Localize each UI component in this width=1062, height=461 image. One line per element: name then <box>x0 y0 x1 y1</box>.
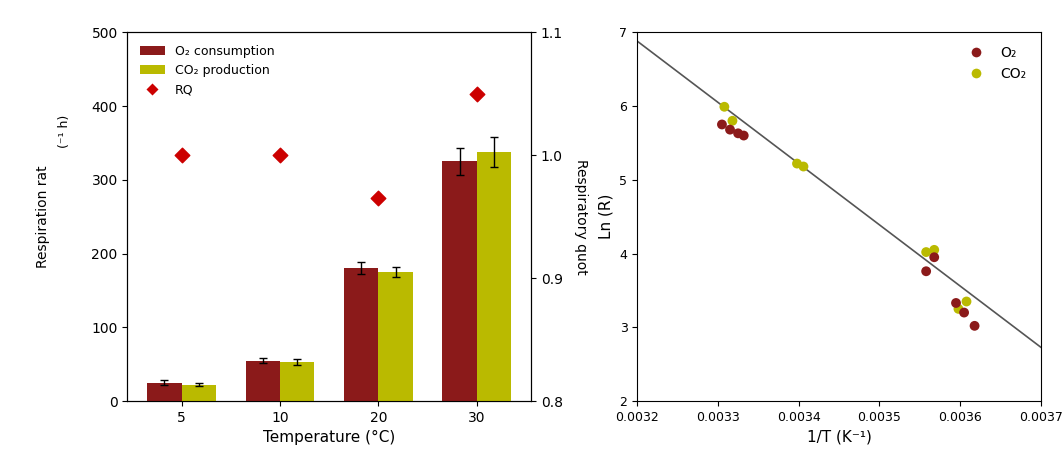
Bar <box>344 268 378 401</box>
X-axis label: 1/T (K⁻¹): 1/T (K⁻¹) <box>806 429 872 444</box>
Bar <box>280 362 314 401</box>
Bar <box>148 383 182 401</box>
Point <box>468 90 485 97</box>
Point <box>956 309 973 316</box>
X-axis label: Temperature (°C): Temperature (°C) <box>263 431 395 445</box>
Bar <box>182 385 216 401</box>
Y-axis label: Ln (R): Ln (R) <box>599 194 614 239</box>
Bar <box>245 361 280 401</box>
Point <box>795 163 812 170</box>
Point <box>272 152 289 159</box>
Point <box>735 132 752 139</box>
Bar <box>477 152 511 401</box>
Point <box>918 248 935 256</box>
Bar <box>443 161 477 401</box>
Bar <box>378 272 413 401</box>
Point <box>958 298 975 305</box>
Point <box>926 246 943 254</box>
Legend: O₂ consumption, CO₂ production, RQ: O₂ consumption, CO₂ production, RQ <box>134 39 280 102</box>
Legend: O₂, CO₂: O₂, CO₂ <box>955 39 1033 88</box>
Point <box>926 254 943 261</box>
Text: (⁻¹ h): (⁻¹ h) <box>58 115 71 148</box>
Y-axis label: Respiration rat: Respiration rat <box>36 165 50 268</box>
Point <box>714 121 731 128</box>
Point <box>947 299 964 307</box>
Point <box>730 130 747 137</box>
Point <box>721 126 738 133</box>
Point <box>966 322 983 330</box>
Point <box>724 117 741 124</box>
Point <box>370 195 387 202</box>
Y-axis label: Respiratory quot: Respiratory quot <box>573 159 588 275</box>
Point <box>716 103 733 111</box>
Point <box>918 267 935 275</box>
Point <box>173 152 190 159</box>
Point <box>949 305 966 313</box>
Point <box>788 160 805 167</box>
